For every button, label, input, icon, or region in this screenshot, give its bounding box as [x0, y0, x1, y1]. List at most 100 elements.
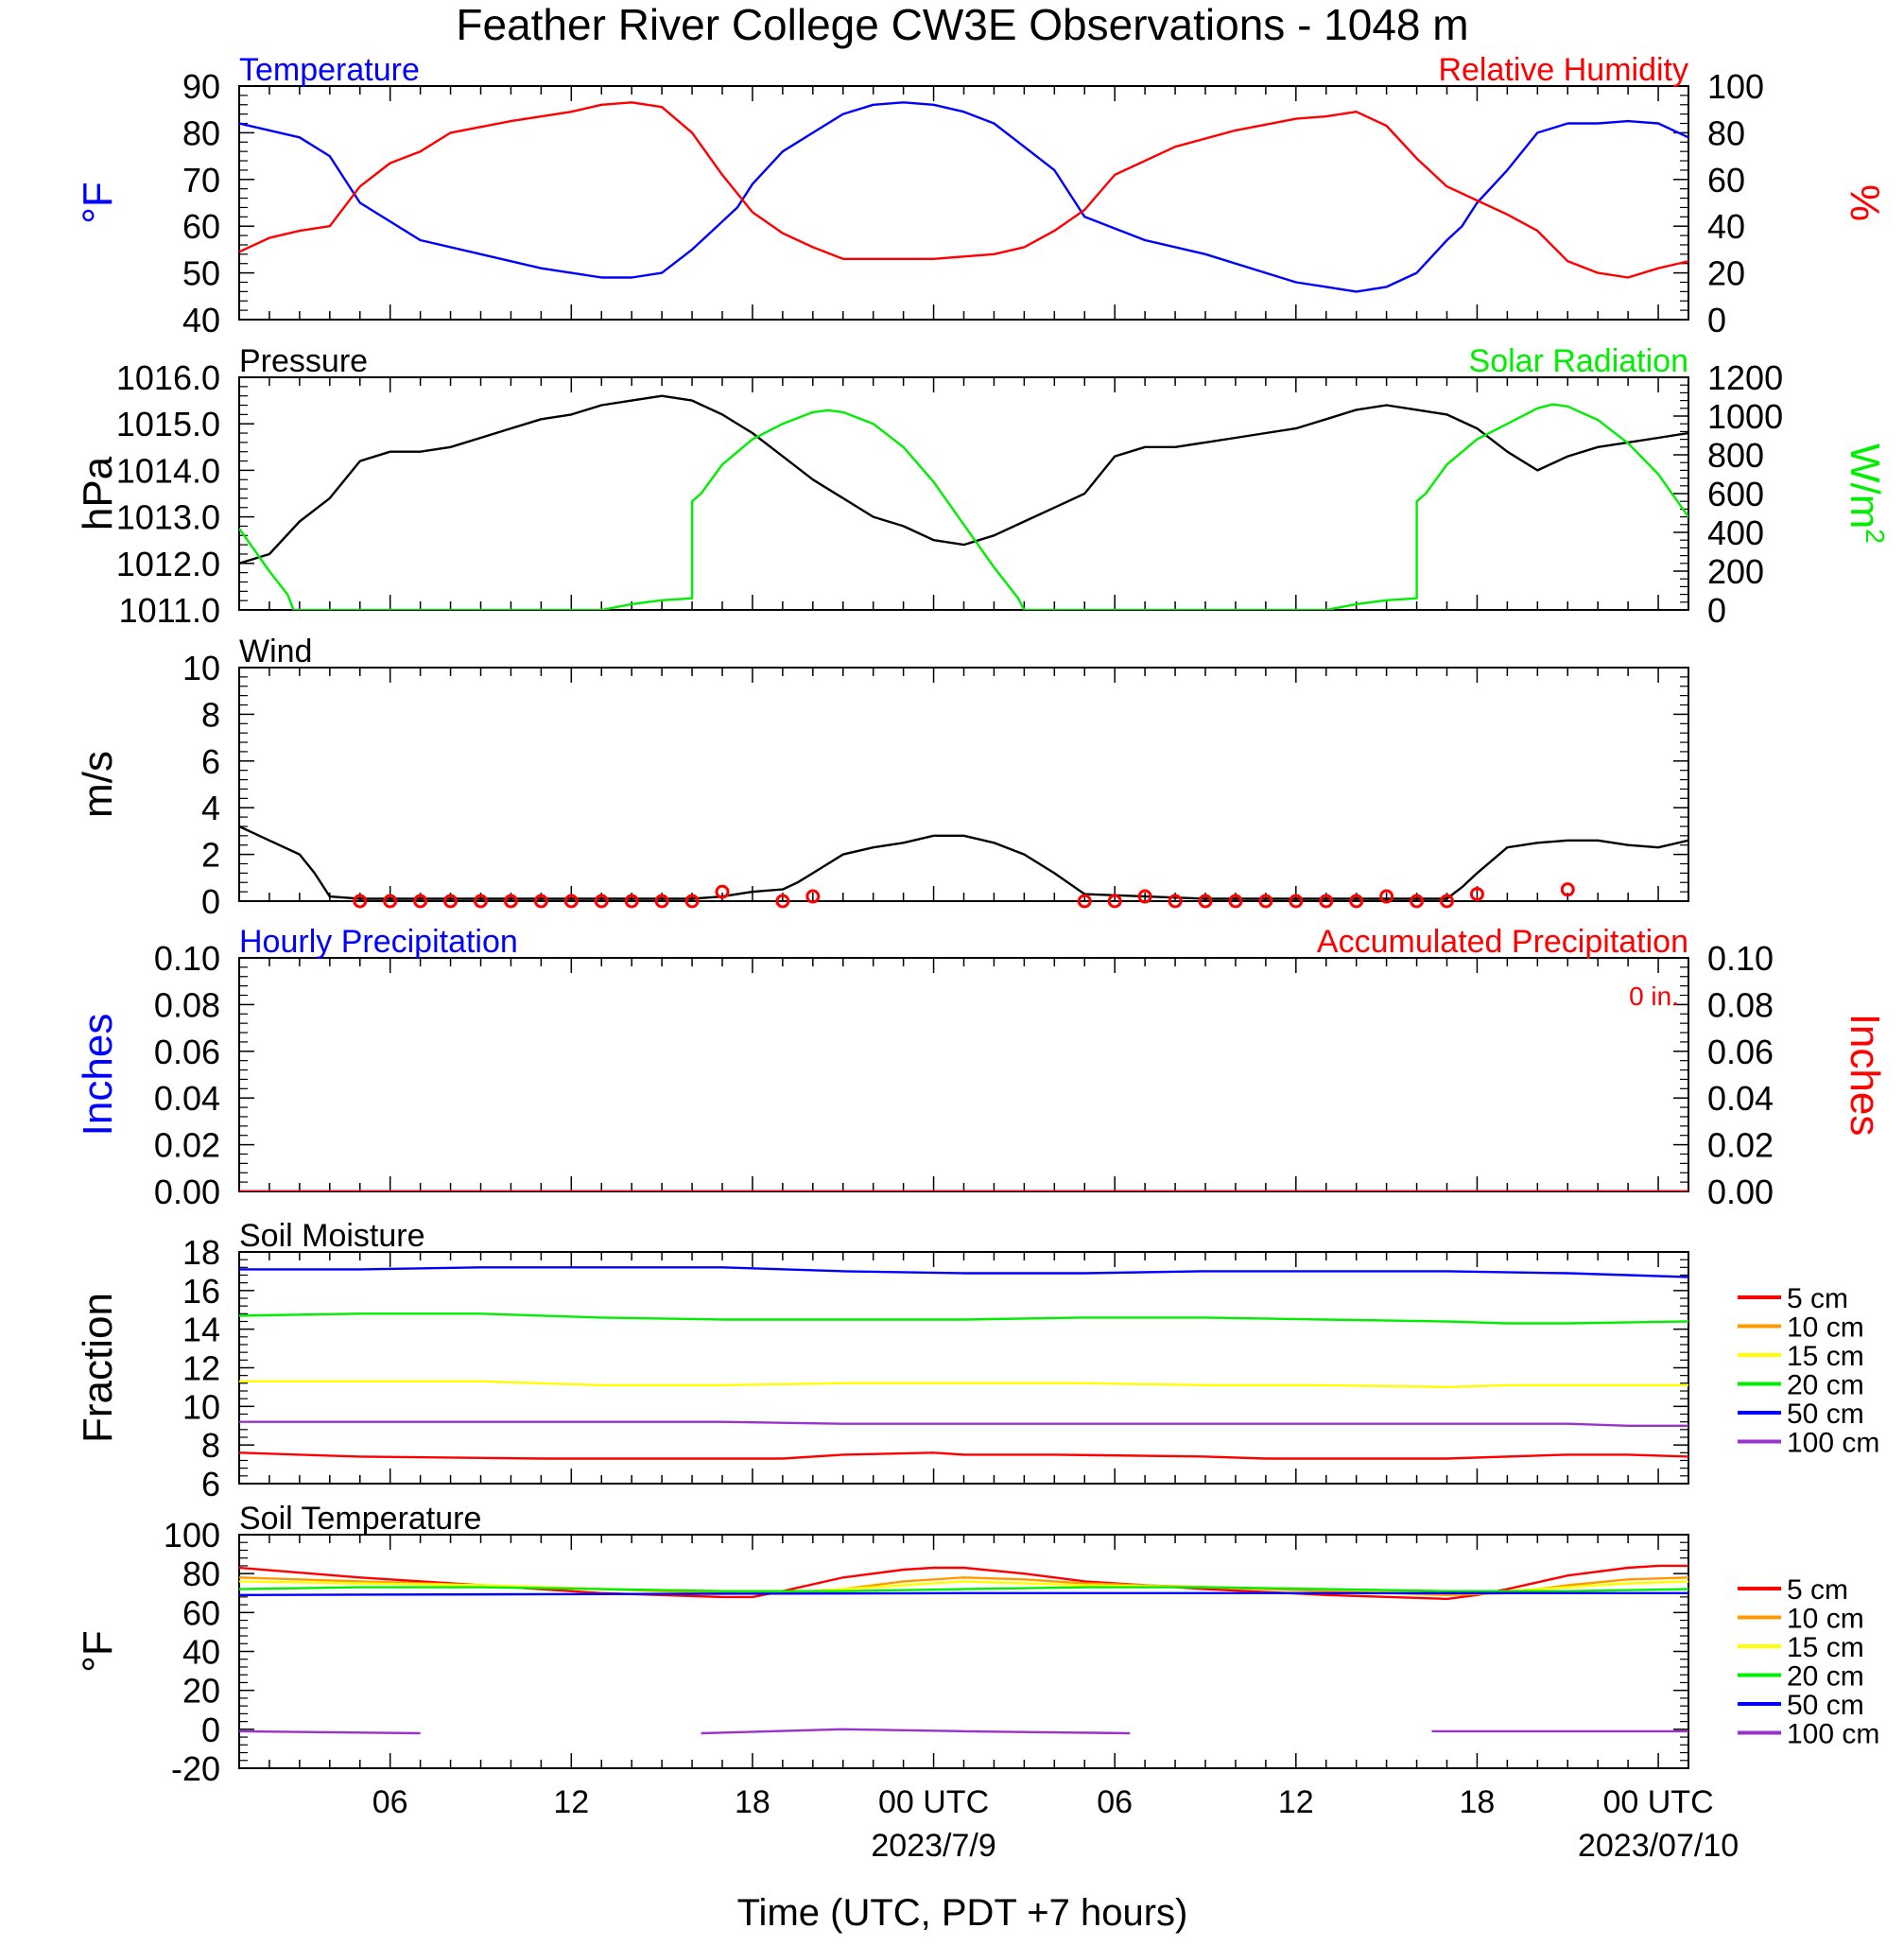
y-axis-label-left: Inches [75, 1014, 121, 1137]
y-tick-label-left: 16 [182, 1272, 220, 1311]
legend-label-20-cm: 20 cm [1787, 1661, 1864, 1693]
series-line-wind [239, 825, 1688, 900]
series-line-15-cm [239, 1380, 1688, 1389]
x-tick-label: 12 [553, 1784, 589, 1820]
y-tick-label-right: 600 [1707, 475, 1764, 513]
x-tick-label: 18 [1460, 1784, 1496, 1820]
y-tick-label-right: 0.04 [1707, 1079, 1774, 1118]
panel-temp-rh: 40 50 60 70 80 90 0 20 40 60 80 100 Temperature Relat… [75, 52, 1888, 339]
y-tick-label-left: 80 [182, 113, 220, 152]
legend-label-15-cm: 15 cm [1787, 1632, 1864, 1663]
legend-label-100-cm: 100 cm [1787, 1719, 1879, 1750]
wind-calm-marker [594, 894, 609, 909]
legend-label-20-cm: 20 cm [1787, 1370, 1864, 1401]
y-tick-label-left: 100 [164, 1516, 220, 1555]
series-line-100-cm [239, 1728, 1688, 1735]
y-tick-label-right: 800 [1707, 436, 1764, 475]
series-line-50-cm [239, 1266, 1688, 1278]
panel-title-left: Wind [239, 634, 312, 669]
series-line-50-cm [239, 1591, 1688, 1596]
y-tick-label-left: 0.02 [154, 1126, 220, 1165]
y-tick-label-right: 80 [1707, 113, 1745, 152]
x-tick-label: 12 [1278, 1784, 1314, 1820]
series-line-20-cm [239, 1312, 1688, 1325]
legend-label-10-cm: 10 cm [1787, 1604, 1864, 1635]
y-tick-label-right: 1200 [1707, 358, 1783, 397]
series-line-pressure [239, 394, 1688, 565]
x-tick-label: 00 UTC [1602, 1784, 1713, 1820]
wind-calm-marker [474, 894, 488, 909]
wind-calm-marker [1137, 889, 1152, 904]
y-tick-label-left: 1013.0 [116, 498, 220, 537]
y-tick-label-left: 40 [182, 1633, 220, 1672]
y-tick-label-left: 8 [201, 695, 220, 734]
wind-calm-marker [1469, 887, 1484, 902]
x-date-label: 2023/7/9 [871, 1828, 995, 1864]
y-tick-label-left: 20 [182, 1672, 220, 1711]
x-tick-label: 00 UTC [878, 1784, 989, 1820]
y-tick-label-right: 0.02 [1707, 1126, 1774, 1165]
y-axis-label-right: Inches [1842, 1014, 1888, 1137]
y-tick-label-left: 6 [201, 1465, 220, 1503]
wind-calm-marker [1107, 894, 1122, 909]
wind-calm-marker [1560, 882, 1575, 897]
y-tick-label-left: 1014.0 [116, 451, 220, 490]
series-line-relative-humidity [239, 101, 1688, 279]
y-axis-label-right: W/m2 [1842, 443, 1890, 544]
panel-title-right: Relative Humidity [1438, 52, 1688, 88]
wind-calm-marker [654, 894, 669, 909]
y-tick-label-right: 0.08 [1707, 985, 1774, 1024]
y-tick-label-left: 1011.0 [119, 591, 220, 630]
y-tick-label-left: 10 [182, 1387, 220, 1426]
wind-calm-marker [805, 889, 821, 904]
wind-calm-marker [1440, 894, 1454, 909]
legend-label-5-cm: 5 cm [1787, 1574, 1848, 1606]
legend-label-5-cm: 5 cm [1787, 1283, 1848, 1314]
y-tick-label-left: 10 [182, 649, 220, 687]
y-axis-label-left: °F [75, 1630, 121, 1672]
series-line-5-cm [239, 1564, 1688, 1601]
panel-title-right: Solar Radiation [1469, 343, 1688, 379]
x-tick-label: 18 [735, 1784, 770, 1820]
y-axis-label-right: % [1842, 184, 1888, 221]
wind-calm-marker [1410, 894, 1425, 909]
series-line-solar-radiation [239, 403, 1688, 610]
x-axis: 06 12 18 00 UTC 06 12 18 00 UTC 2023/7/9 2023/07/… [372, 1784, 1739, 1864]
y-tick-label-left: 1012.0 [116, 545, 220, 583]
y-tick-label-left: 18 [182, 1233, 220, 1272]
panel-title-right: Accumulated Precipitation [1317, 924, 1688, 960]
y-tick-label-right: 1000 [1707, 397, 1783, 436]
y-tick-label-left: 4 [201, 789, 220, 827]
wind-calm-marker [1077, 894, 1092, 909]
y-tick-label-right: 400 [1707, 513, 1764, 552]
panel-pressure-solar: 1011.0 1012.0 1013.0 1014.0 1015.0 1016.0 0200… [75, 343, 1890, 630]
legend-label-10-cm: 10 cm [1787, 1312, 1864, 1344]
wind-calm-marker [624, 894, 639, 909]
panel-title-left: Soil Temperature [239, 1501, 481, 1537]
wind-calm-marker [533, 894, 548, 909]
y-tick-label-left: 0 [201, 1711, 220, 1749]
legend-label-50-cm: 50 cm [1787, 1690, 1864, 1721]
y-tick-label-left: 2 [201, 836, 220, 875]
legend-label-50-cm: 50 cm [1787, 1399, 1864, 1430]
y-tick-label-left: -20 [171, 1749, 220, 1788]
series-line-5-cm [239, 1451, 1688, 1460]
wind-calm-marker [684, 894, 700, 909]
series-line-20-cm [239, 1586, 1688, 1592]
y-tick-label-right: 0.10 [1707, 939, 1774, 978]
x-axis-label: Time (UTC, PDT +7 hours) [737, 1892, 1188, 1934]
y-tick-label-left: 0.10 [154, 939, 220, 978]
wind-calm-marker [715, 884, 730, 899]
y-tick-label-right: 0.00 [1707, 1173, 1774, 1211]
wind-calm-marker [1168, 894, 1183, 909]
y-tick-label-right: 200 [1707, 552, 1764, 591]
wind-calm-marker [1289, 894, 1304, 909]
y-axis-label-left: hPa [75, 456, 121, 530]
wind-calm-marker [383, 894, 398, 909]
y-axis-label-left: °F [75, 182, 121, 223]
series-line-temperature [239, 101, 1688, 293]
y-tick-label-right: 20 [1707, 254, 1745, 293]
